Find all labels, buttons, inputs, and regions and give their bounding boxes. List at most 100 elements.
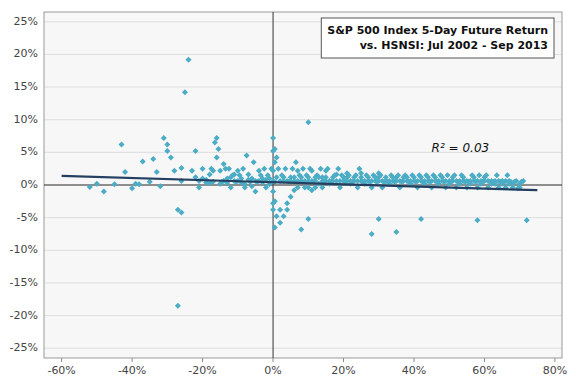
scatter-point <box>228 185 234 191</box>
x-tick <box>484 358 485 362</box>
scatter-point <box>175 303 181 309</box>
scatter-point <box>483 172 489 178</box>
scatter-point <box>298 226 304 232</box>
scatter-point <box>374 179 380 185</box>
scatter-point <box>378 172 384 178</box>
scatter-point <box>200 166 206 172</box>
scatter-point <box>251 159 257 165</box>
scatter-point <box>480 179 486 185</box>
scatter-point <box>337 185 343 191</box>
scatter-point <box>272 198 278 204</box>
scatter-point <box>279 172 285 178</box>
scatter-point <box>161 135 167 141</box>
scatter-point <box>272 146 278 152</box>
scatter-point <box>469 172 475 178</box>
y-tick-label: -10% <box>10 243 38 256</box>
scatter-point <box>178 165 184 171</box>
scatter-point <box>434 179 440 185</box>
scatter-point <box>258 172 264 178</box>
y-tick-label: 10% <box>14 113 38 126</box>
scatter-point <box>178 209 184 215</box>
scatter-point <box>168 155 174 161</box>
y-tick-label: -25% <box>10 341 38 354</box>
grid-line <box>44 250 562 251</box>
scatter-point <box>346 172 352 178</box>
scatter-point <box>318 166 324 172</box>
scatter-point <box>363 172 369 178</box>
scatter-point <box>437 172 443 178</box>
scatter-point <box>268 166 274 172</box>
scatter-point <box>265 172 271 178</box>
scatter-point <box>164 142 170 148</box>
x-tick <box>414 358 415 362</box>
scatter-point <box>399 179 405 185</box>
scatter-point <box>193 148 199 154</box>
scatter-point <box>293 159 299 165</box>
scatter-point <box>388 172 394 178</box>
scatter-point <box>452 172 458 178</box>
scatter-point <box>300 166 306 172</box>
scatter-point <box>490 179 496 185</box>
scatter-point <box>504 172 510 178</box>
scatter-point <box>319 185 325 191</box>
scatter-point <box>409 172 415 178</box>
title-background <box>321 18 554 58</box>
x-tick-label: 0% <box>264 364 281 377</box>
scatter-point <box>281 213 287 219</box>
y-tick-label: 20% <box>14 47 38 60</box>
scatter-point <box>335 166 341 172</box>
scatter-point <box>402 172 408 178</box>
grid-line <box>44 119 562 120</box>
scatter-point <box>272 224 278 230</box>
scatter-point <box>274 213 280 219</box>
x-tick <box>273 358 274 362</box>
x-tick-label: -20% <box>188 364 216 377</box>
scatter-point <box>339 172 345 178</box>
scatter-point <box>196 185 202 191</box>
scatter-point <box>136 181 142 187</box>
x-tick <box>61 358 62 362</box>
scatter-point <box>277 207 283 213</box>
scatter-point <box>441 179 447 185</box>
scatter-point <box>370 172 376 178</box>
scatter-point <box>385 179 391 185</box>
scatter-point <box>312 185 318 191</box>
scatter-point <box>304 172 310 178</box>
scatter-point <box>157 183 163 189</box>
y-tick-label: 5% <box>21 145 38 158</box>
scatter-point <box>413 179 419 185</box>
scatter-point <box>420 179 426 185</box>
scatter-point <box>473 179 479 185</box>
scatter-point <box>282 166 288 172</box>
scatter-point <box>129 185 135 191</box>
y-tick-label: -15% <box>10 276 38 289</box>
y-tick-label: 25% <box>14 15 38 28</box>
title-box: S&P 500 Index 5-Day Future Returnvs. HSN… <box>321 18 554 58</box>
scatter-point <box>416 172 422 178</box>
scatter-point <box>182 89 188 95</box>
grid-line <box>44 348 562 349</box>
scatter-point <box>518 179 524 185</box>
scatter-point <box>94 181 100 187</box>
scatter-point <box>406 179 412 185</box>
grid-line <box>44 217 562 218</box>
scatter-point <box>444 172 450 178</box>
y-tick-label: 0% <box>21 178 38 191</box>
scatter-point <box>242 185 248 191</box>
scatter-point <box>494 172 500 178</box>
scatter-point <box>208 166 214 172</box>
scatter-point <box>189 168 195 174</box>
scatter-point <box>140 158 146 164</box>
scatter-point <box>474 217 480 223</box>
trend-line <box>62 176 538 190</box>
grid-line <box>44 282 562 283</box>
scatter-point <box>395 172 401 178</box>
scatter-point <box>122 169 128 175</box>
scatter-point <box>150 156 156 162</box>
scatter-point <box>270 135 276 141</box>
x-tick-label: 60% <box>472 364 496 377</box>
x-tick-label: 20% <box>331 364 355 377</box>
scatter-point <box>240 166 246 172</box>
grid-line <box>44 87 562 88</box>
scatter-point <box>261 166 267 172</box>
